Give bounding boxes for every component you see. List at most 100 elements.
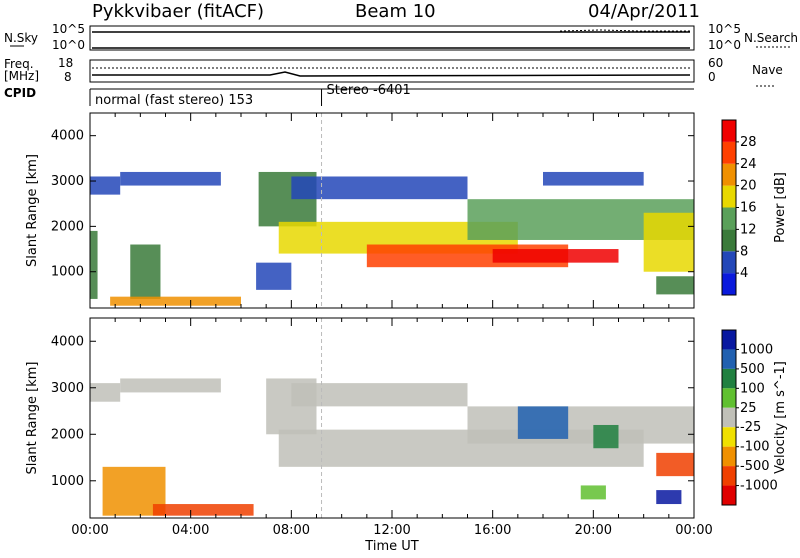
freq-panel: Freq. [MHz] 18 8 60 0 Nave (4, 56, 783, 87)
power-ylabel: Slant Range [km] (25, 154, 40, 267)
velocity-xlabel: Time UT (364, 539, 418, 554)
power-colorbar-swatch (722, 229, 736, 252)
power-band (291, 176, 468, 200)
power-ytick-label: 4000 (51, 129, 84, 144)
velocity-xtick-label: 04:00 (172, 523, 209, 538)
power-colorbar-label: Power [dB] (773, 172, 788, 243)
velocity-colorbar-tick-label: -25 (740, 420, 761, 435)
power-ytick-label: 3000 (51, 174, 84, 189)
velocity-colorbar-swatch (722, 427, 736, 447)
velocity-colorbar-tick-label: 100 (740, 381, 765, 396)
power-band (110, 296, 241, 306)
power-colorbar: 4 8 12 16 20 24 28 Power [dB] (721, 119, 788, 296)
velocity-band (656, 452, 694, 477)
velocity-band (656, 490, 682, 505)
power-colorbar-tick-label: 28 (740, 135, 757, 150)
velocity-xtick-label: 12:00 (373, 523, 410, 538)
nave-tick-top: 60 (708, 56, 723, 70)
heatmap-panels: 1000 2000 3000 4000 Slant Range [km] 1000 2000… (25, 112, 713, 554)
velocity-ytick-label: 4000 (51, 334, 84, 349)
freq-trace (92, 71, 691, 77)
velocity-ylabel: Slant Range [km] (25, 362, 40, 475)
freq-tick-top: 18 (58, 56, 73, 70)
power-colorbar-swatch (722, 141, 736, 164)
velocity-xtick-label: 00:00 (71, 523, 108, 538)
nsearch-tick-top: 10^5 (708, 22, 741, 36)
power-band (492, 249, 619, 263)
nsky-panel: N.Sky 10^5 10^0 10^5 10^0 N.Search (4, 22, 798, 52)
velocity-colorbar-swatch (722, 466, 736, 486)
velocity-colorbar-label: Velocity [m s^-1] (773, 361, 788, 474)
freq-label-1: Freq. (4, 57, 34, 71)
velocity-band (517, 406, 569, 439)
velocity-xtick-label: 16:00 (474, 523, 511, 538)
velocity-colorbar-swatch (722, 485, 736, 505)
velocity-ytick-label: 1000 (51, 474, 84, 489)
power-colorbar-tick-label: 4 (740, 266, 748, 281)
velocity-colorbar-tick-label: -500 (740, 459, 770, 474)
velocity-colorbar-swatch (722, 446, 736, 467)
power-ytick-label: 1000 (51, 265, 84, 280)
velocity-band (580, 485, 606, 500)
nsky-label: N.Sky (4, 31, 38, 45)
nave-label: Nave (752, 63, 783, 77)
nsearch-label: N.Search (744, 31, 798, 45)
power-band (656, 276, 694, 295)
power-band (120, 171, 221, 186)
velocity-band (120, 378, 221, 393)
nsearch-tick-bottom: 10^0 (708, 38, 741, 52)
velocity-band (152, 504, 254, 516)
power-band (643, 212, 694, 272)
date-title: 04/Apr/2011 (588, 1, 700, 22)
nave-tick-bottom: 0 (708, 70, 716, 84)
beam-title: Beam 10 (355, 1, 436, 22)
velocity-colorbar-tick-label: 25 (740, 401, 757, 416)
velocity-ytick-label: 2000 (51, 427, 84, 442)
velocity-colorbar-swatch (722, 368, 736, 389)
velocity-xtick-label: 08:00 (273, 523, 310, 538)
nsky-tick-bottom: 10^0 (52, 38, 85, 52)
velocity-colorbar-tick-label: 1000 (740, 342, 773, 357)
cpid-panel: CPID normal (fast stereo) 153 Stereo -64… (4, 83, 694, 108)
velocity-band (90, 383, 121, 402)
cpid-mode-2: Stereo -6401 (327, 83, 411, 98)
velocity-colorbar-tick-label: -1000 (740, 479, 778, 494)
velocity-colorbar-tick-label: 500 (740, 362, 765, 377)
power-colorbar-swatch (722, 207, 736, 230)
station-title: Pykkvibaer (fitACF) (92, 1, 264, 22)
power-colorbar-tick-label: 16 (740, 201, 757, 216)
power-band (130, 244, 161, 299)
power-panel: 1000 2000 3000 4000 Slant Range [km] (25, 112, 695, 309)
nsky-trace (92, 31, 690, 49)
velocity-colorbar-swatch (722, 388, 736, 408)
power-band (90, 230, 98, 299)
velocity-xtick-label: 00:00 (675, 523, 712, 538)
power-colorbar-swatch (722, 185, 736, 208)
power-colorbar-tick-label: 20 (740, 179, 757, 194)
velocity-colorbar: 1000 500 100 25 -25 -100 -500 -1000 Velocity [m … (721, 329, 788, 506)
velocity-colorbar-tick-label: -100 (740, 440, 770, 455)
freq-tick-bottom: 8 (64, 70, 72, 84)
freq-frame (89, 59, 695, 83)
velocity-colorbar-swatch (722, 349, 736, 369)
nsky-tick-top: 10^5 (52, 22, 85, 36)
power-band (256, 262, 292, 290)
power-band (543, 171, 644, 186)
power-colorbar-swatch (722, 163, 736, 186)
power-colorbar-tick-label: 24 (740, 157, 757, 172)
cpid-mode-1: normal (fast stereo) 153 (95, 93, 253, 108)
nsky-frame (89, 25, 695, 51)
velocity-band (291, 383, 468, 407)
power-ytick-label: 2000 (51, 219, 84, 234)
power-colorbar-tick-label: 12 (740, 222, 757, 237)
cpid-label: CPID (4, 86, 36, 100)
velocity-colorbar-swatch (722, 330, 736, 350)
freq-label-2: [MHz] (4, 69, 39, 83)
velocity-xtick-label: 20:00 (575, 523, 612, 538)
velocity-band (467, 406, 694, 444)
velocity-colorbar-swatch (722, 407, 736, 428)
velocity-band (593, 424, 619, 449)
velocity-panel: 1000 2000 3000 4000 Slant Range [km] 00:00 04:… (25, 317, 713, 554)
velocity-colorbar-frame (721, 329, 737, 506)
